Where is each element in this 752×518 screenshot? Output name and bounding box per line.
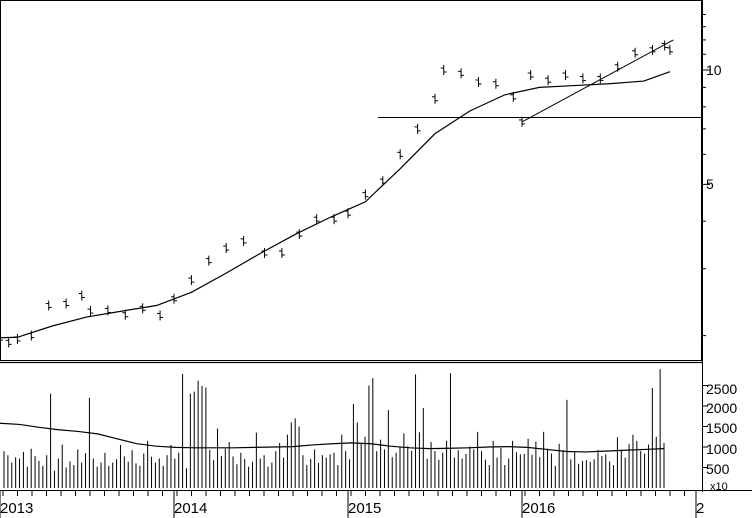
price-tick-label-10: 10 bbox=[706, 62, 722, 78]
trend-line bbox=[521, 39, 674, 123]
volume-moving-average bbox=[0, 422, 665, 453]
volume-tick-label-2500: 2500 bbox=[706, 381, 737, 397]
moving-average-line bbox=[0, 71, 671, 339]
x-tick-label-2015: 2015 bbox=[348, 500, 381, 517]
price-frame bbox=[0, 0, 702, 361]
volume-panel bbox=[0, 369, 665, 488]
x-tick-label-2016: 2016 bbox=[522, 500, 555, 517]
volume-tick-label-1500: 1500 bbox=[706, 420, 737, 436]
price-panel bbox=[0, 39, 702, 348]
volume-tick-label-1000: 1000 bbox=[706, 441, 737, 457]
x-tick-label-2013: 2013 bbox=[0, 500, 33, 517]
volume-tick-label-500: 500 bbox=[706, 461, 730, 477]
x-tick-label-2014: 2014 bbox=[174, 500, 207, 517]
x-tick-label-2: 2 bbox=[696, 500, 704, 517]
volume-multiplier-label: x10 bbox=[710, 481, 728, 493]
volume-tick-label-2000: 2000 bbox=[706, 400, 737, 416]
